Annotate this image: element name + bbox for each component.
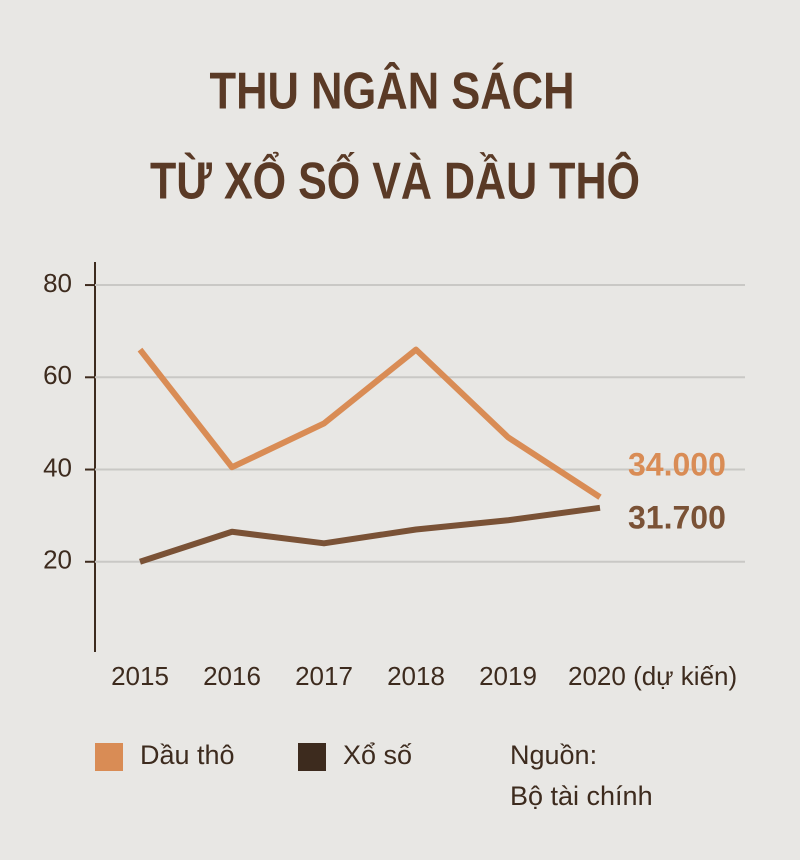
legend-label: Dầu thô (140, 740, 235, 770)
source: Nguồn: (510, 740, 597, 770)
y-tick-label: 20 (43, 545, 72, 575)
y-tick-label: 40 (43, 452, 72, 482)
legend-label: Xổ số (343, 740, 412, 770)
y-tick-label: 60 (43, 360, 72, 390)
source: Bộ tài chính (510, 781, 653, 811)
x-tick-label: 2017 (295, 661, 353, 691)
line (139, 504, 601, 565)
data-label: 31.700 (628, 499, 726, 535)
chart-title: THU NGÂN SÁCH (210, 62, 575, 121)
data-label: 34.000 (628, 446, 726, 482)
line (137, 346, 602, 500)
x-tick-label: 2020 (dự kiến) (568, 661, 737, 691)
x-tick-label: 2016 (203, 661, 261, 691)
x-tick-label: 2018 (387, 661, 445, 691)
x-tick-label: 2015 (111, 661, 169, 691)
legend-swatch (298, 743, 326, 771)
legend-swatch (95, 743, 123, 771)
x-tick-label: 2019 (479, 661, 537, 691)
y-tick-label: 80 (43, 268, 72, 298)
chart-title: TỪ XỔ SỐ VÀ DẦU THÔ (150, 152, 640, 211)
